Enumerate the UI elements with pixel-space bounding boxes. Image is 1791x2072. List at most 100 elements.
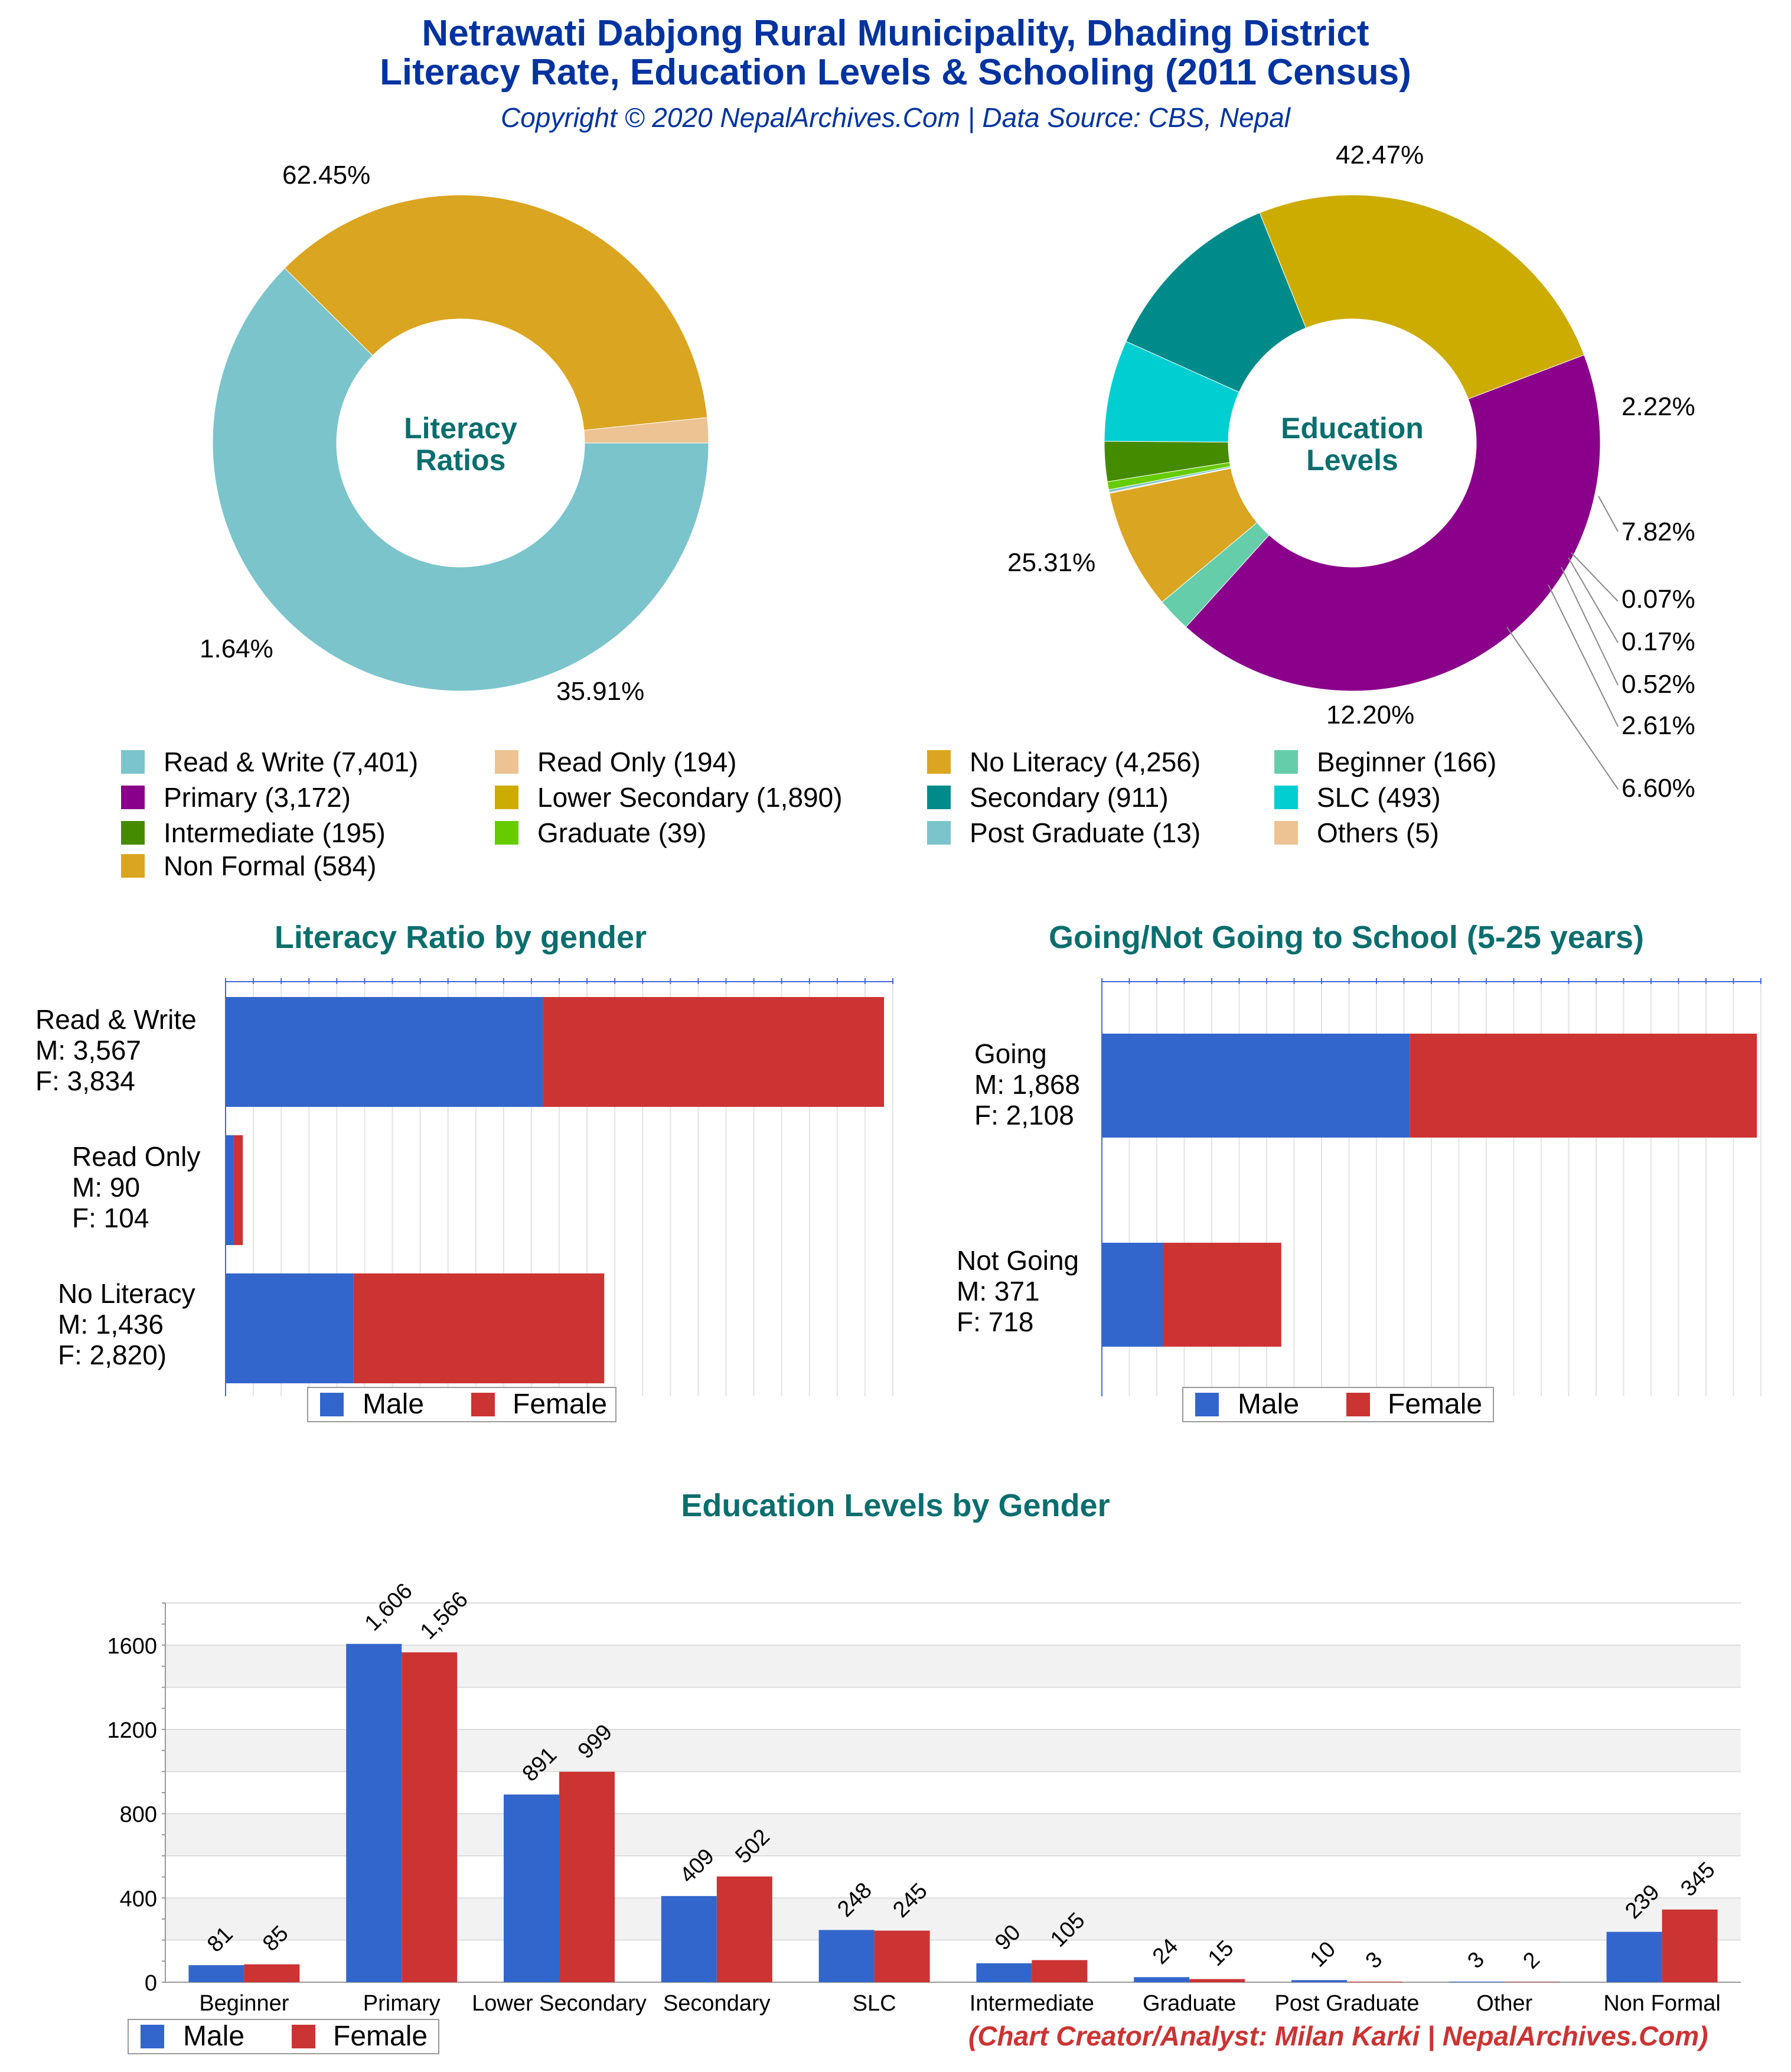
grid-band [165, 1603, 1741, 1646]
pie-label-read-write: 62.45% [282, 161, 371, 190]
pie-slice-read-write [212, 268, 709, 692]
hbar-chart-literacy [225, 978, 893, 1396]
pie-slice-read-only [583, 417, 709, 444]
legend-swatch [121, 854, 145, 878]
female-swatch [1346, 1393, 1370, 1416]
legend-swatch [121, 750, 145, 774]
pie-slice-primary [1185, 354, 1601, 692]
bar-male [976, 1963, 1032, 1982]
legend-label: Read Only (194) [537, 747, 737, 777]
legend-label: Beginner (166) [1317, 747, 1497, 777]
page-title: Netrawati Dabjong Rural Municipality, Dh… [422, 13, 1369, 54]
category-label-not-going: Not Going M: 371 F: 718 [957, 1245, 1079, 1337]
pie-label-others: 0.07% [1622, 585, 1695, 614]
y-tick-label: 800 [120, 1803, 157, 1827]
donut-center-label: Literacy [404, 412, 517, 445]
legend-female-label: Female [333, 2021, 428, 2052]
pie-label-lower-secondary: 25.31% [1007, 548, 1096, 577]
legend-swatch [495, 786, 518, 809]
pie-label-no-literacy: 35.91% [556, 677, 645, 706]
x-tick-label: Other [1476, 1991, 1532, 2016]
x-tick-label: Beginner [199, 1991, 289, 2016]
legend-label: Intermediate (195) [164, 817, 386, 848]
bar-male [346, 1644, 402, 1982]
legend-label: Secondary (911) [970, 782, 1169, 813]
bar-female [244, 1964, 300, 1982]
legend-swatch [495, 750, 518, 774]
school-going-title: Going/Not Going to School (5-25 years) [1048, 920, 1645, 955]
x-tick-label: Graduate [1143, 1991, 1236, 2016]
category-label-read-write: Read & Write M: 3,567 F: 3,834 [35, 1004, 197, 1096]
bar-male [226, 1273, 354, 1383]
bar-female [1163, 1243, 1281, 1347]
bar-female [1410, 1034, 1757, 1138]
bar-female [353, 1273, 605, 1383]
male-swatch [320, 1393, 344, 1416]
donut-center-label: Levels [1306, 444, 1398, 477]
legend-swatch [121, 786, 145, 809]
bar-male [504, 1794, 559, 1982]
bar-female [543, 997, 885, 1107]
legend-female-label: Female [513, 1389, 608, 1420]
female-swatch [471, 1393, 495, 1416]
legend-label: Non Formal (584) [164, 851, 377, 881]
male-swatch [1195, 1393, 1219, 1416]
legend-swatch [927, 821, 951, 845]
pie-slice-no-literacy [284, 194, 708, 431]
bar-male [188, 1965, 244, 1982]
legend-swatch [927, 786, 951, 809]
page-subtitle-title: Literacy Rate, Education Levels & School… [380, 52, 1411, 93]
legend-swatch [1274, 750, 1298, 774]
y-tick-label: 1200 [107, 1718, 157, 1743]
legend-label: Others (5) [1317, 817, 1440, 848]
legend-male-label: Male [363, 1389, 425, 1420]
bar-female [1032, 1960, 1088, 1982]
legend-label: Post Graduate (13) [970, 817, 1201, 848]
legend-male-label: Male [1238, 1389, 1300, 1420]
literacy-gender-title: Literacy Ratio by gender [274, 920, 647, 955]
x-tick-label: Intermediate [970, 1991, 1094, 2016]
bar-male [1291, 1980, 1347, 1982]
education-gender-title: Education Levels by Gender [681, 1488, 1110, 1523]
bar-female [1662, 1909, 1718, 1982]
bar-male [1606, 1931, 1662, 1982]
pie-label-secondary: 12.20% [1326, 701, 1415, 729]
pie-label-graduate: 0.52% [1622, 670, 1695, 699]
pie-slice-secondary [1126, 212, 1307, 393]
bar-female [716, 1876, 772, 1982]
legend-label: SLC (493) [1317, 782, 1441, 813]
male-swatch [141, 2025, 164, 2048]
x-tick-label: Lower Secondary [472, 1991, 647, 2016]
pie-label-beginner: 2.22% [1622, 392, 1695, 421]
y-tick-label: 0 [145, 1971, 157, 1996]
x-tick-label: SLC [853, 1991, 896, 2016]
x-tick-label: Primary [363, 1991, 441, 2016]
bar-male [1134, 1977, 1190, 1982]
legend-label: No Literacy (4,256) [970, 747, 1201, 777]
legend-swatch [927, 750, 951, 774]
legend-swatch [121, 821, 145, 845]
copyright-text: Copyright © 2020 NepalArchives.Com | Dat… [500, 102, 1290, 133]
x-tick-label: Post Graduate [1274, 1991, 1419, 2016]
legend-swatch [1274, 821, 1298, 845]
legend-label: Graduate (39) [537, 817, 707, 848]
credit-text: (Chart Creator/Analyst: Milan Karki | Ne… [968, 2021, 1708, 2051]
bar-female [402, 1652, 458, 1982]
female-swatch [292, 2025, 315, 2048]
donut-center-label: Ratios [416, 444, 506, 477]
legend-label: Lower Secondary (1,890) [537, 782, 843, 813]
bar-female [233, 1135, 243, 1245]
legend-swatch [495, 821, 518, 845]
bar-male [226, 1135, 234, 1245]
bar-female [874, 1930, 930, 1982]
pie-label-intermediate: 2.61% [1622, 711, 1695, 740]
bar-female [559, 1771, 615, 1982]
category-label-read-only: Read Only M: 90 F: 104 [72, 1141, 201, 1233]
literacy-gender-legend: Male Female [307, 1387, 616, 1422]
legend-female-label: Female [1388, 1389, 1483, 1420]
hbar-chart-school [1101, 978, 1761, 1396]
category-label-no-literacy: No Literacy M: 1,436 F: 2,820) [58, 1278, 195, 1370]
